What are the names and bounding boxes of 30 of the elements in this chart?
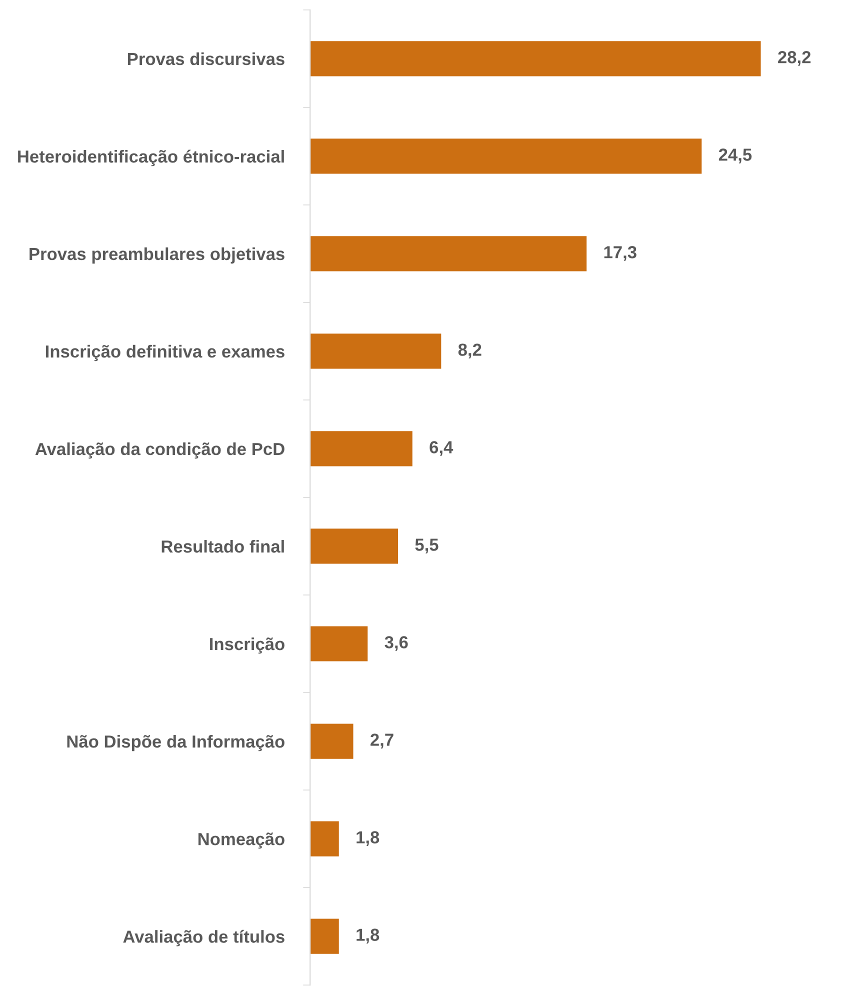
bar [310, 236, 587, 272]
data-label: 17,3 [604, 246, 636, 261]
y-tick-label: Avaliação da condição de PcD [35, 442, 284, 459]
data-label: 5,5 [415, 538, 438, 554]
bar [310, 431, 412, 466]
data-label: 28,2 [778, 51, 811, 66]
bar [310, 821, 339, 856]
y-tick-label: Provas discursivas [128, 52, 284, 66]
data-label: 8,2 [458, 344, 482, 358]
y-tick-label: Inscrição definitiva e exames [46, 344, 284, 362]
data-label: 1,8 [356, 928, 380, 944]
y-tick-label: Provas preambulares objetivas [30, 247, 284, 264]
bar [310, 724, 354, 759]
data-label: 6,4 [430, 441, 454, 456]
y-tick-label: Não Dispõe da Informação [67, 734, 284, 752]
bar [310, 334, 442, 369]
data-label: 2,7 [370, 734, 394, 748]
y-tick-label: Heteroidentificação étnico-racial [18, 150, 284, 166]
bar [310, 41, 761, 76]
data-label: 1,8 [356, 831, 380, 846]
y-tick-label: Nomeação [198, 832, 284, 849]
bar [310, 138, 702, 174]
data-label: 24,5 [718, 148, 752, 164]
y-tick-label: Resultado final [162, 540, 284, 553]
bar [310, 918, 339, 954]
data-label: 3,6 [384, 636, 408, 651]
bar [310, 626, 368, 662]
y-tick-label: Avaliação de títulos [123, 930, 284, 946]
bar [310, 528, 398, 564]
y-tick-label: Inscrição [210, 637, 284, 654]
